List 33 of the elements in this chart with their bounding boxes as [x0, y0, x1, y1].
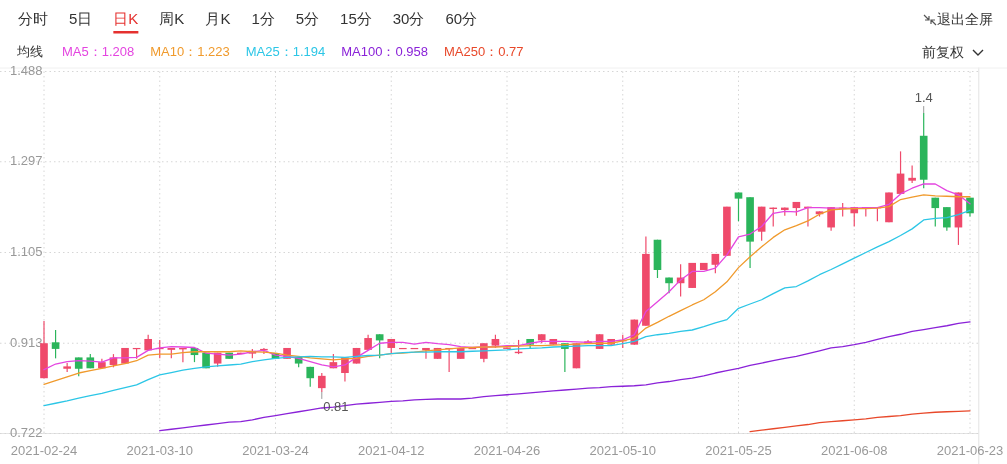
- text: MA10：1.223: [150, 44, 230, 60]
- y-tick-label: 0.913: [10, 334, 43, 350]
- text: 前复权: [922, 43, 964, 60]
- x-tick-label: 2021-03-10: [126, 443, 193, 459]
- y-tick-label: 0.722: [10, 424, 43, 440]
- x-tick-label: 2021-04-26: [473, 443, 541, 459]
- x-tick-label: 2021-04-12: [358, 443, 425, 459]
- y-tick-label: 1.488: [10, 62, 43, 78]
- x-tick-label: 2021-02-24: [10, 443, 78, 459]
- text: MA100：0.958: [341, 44, 428, 60]
- x-tick-label: 2021-05-25: [705, 443, 772, 459]
- text: MA250：0.77: [444, 44, 524, 60]
- text: 5日: [69, 9, 93, 27]
- y-tick-label: 1.105: [10, 243, 43, 259]
- text: 周K: [159, 9, 185, 27]
- x-tick-label: 2021-06-23: [936, 443, 1004, 459]
- text: 1分: [251, 9, 275, 27]
- text: 退出全屏: [937, 10, 993, 27]
- text: 日K: [113, 9, 139, 27]
- x-tick-label: 2021-05-10: [589, 443, 656, 459]
- text: 分时: [18, 9, 48, 27]
- x-tick-label: 2021-06-08: [821, 443, 888, 459]
- text: 15分: [340, 9, 372, 27]
- text: MA5：1.208: [62, 44, 135, 60]
- text: 均线: [16, 44, 43, 60]
- text: 5分: [295, 9, 320, 27]
- text: 60分: [445, 9, 478, 27]
- x-tick-label: 2021-03-24: [242, 443, 309, 459]
- annotation: 1.4: [914, 89, 933, 105]
- text: MA25：1.194: [245, 44, 326, 60]
- text: 月K: [205, 9, 231, 27]
- text: 30分: [392, 9, 425, 27]
- y-tick-label: 1.297: [10, 153, 43, 169]
